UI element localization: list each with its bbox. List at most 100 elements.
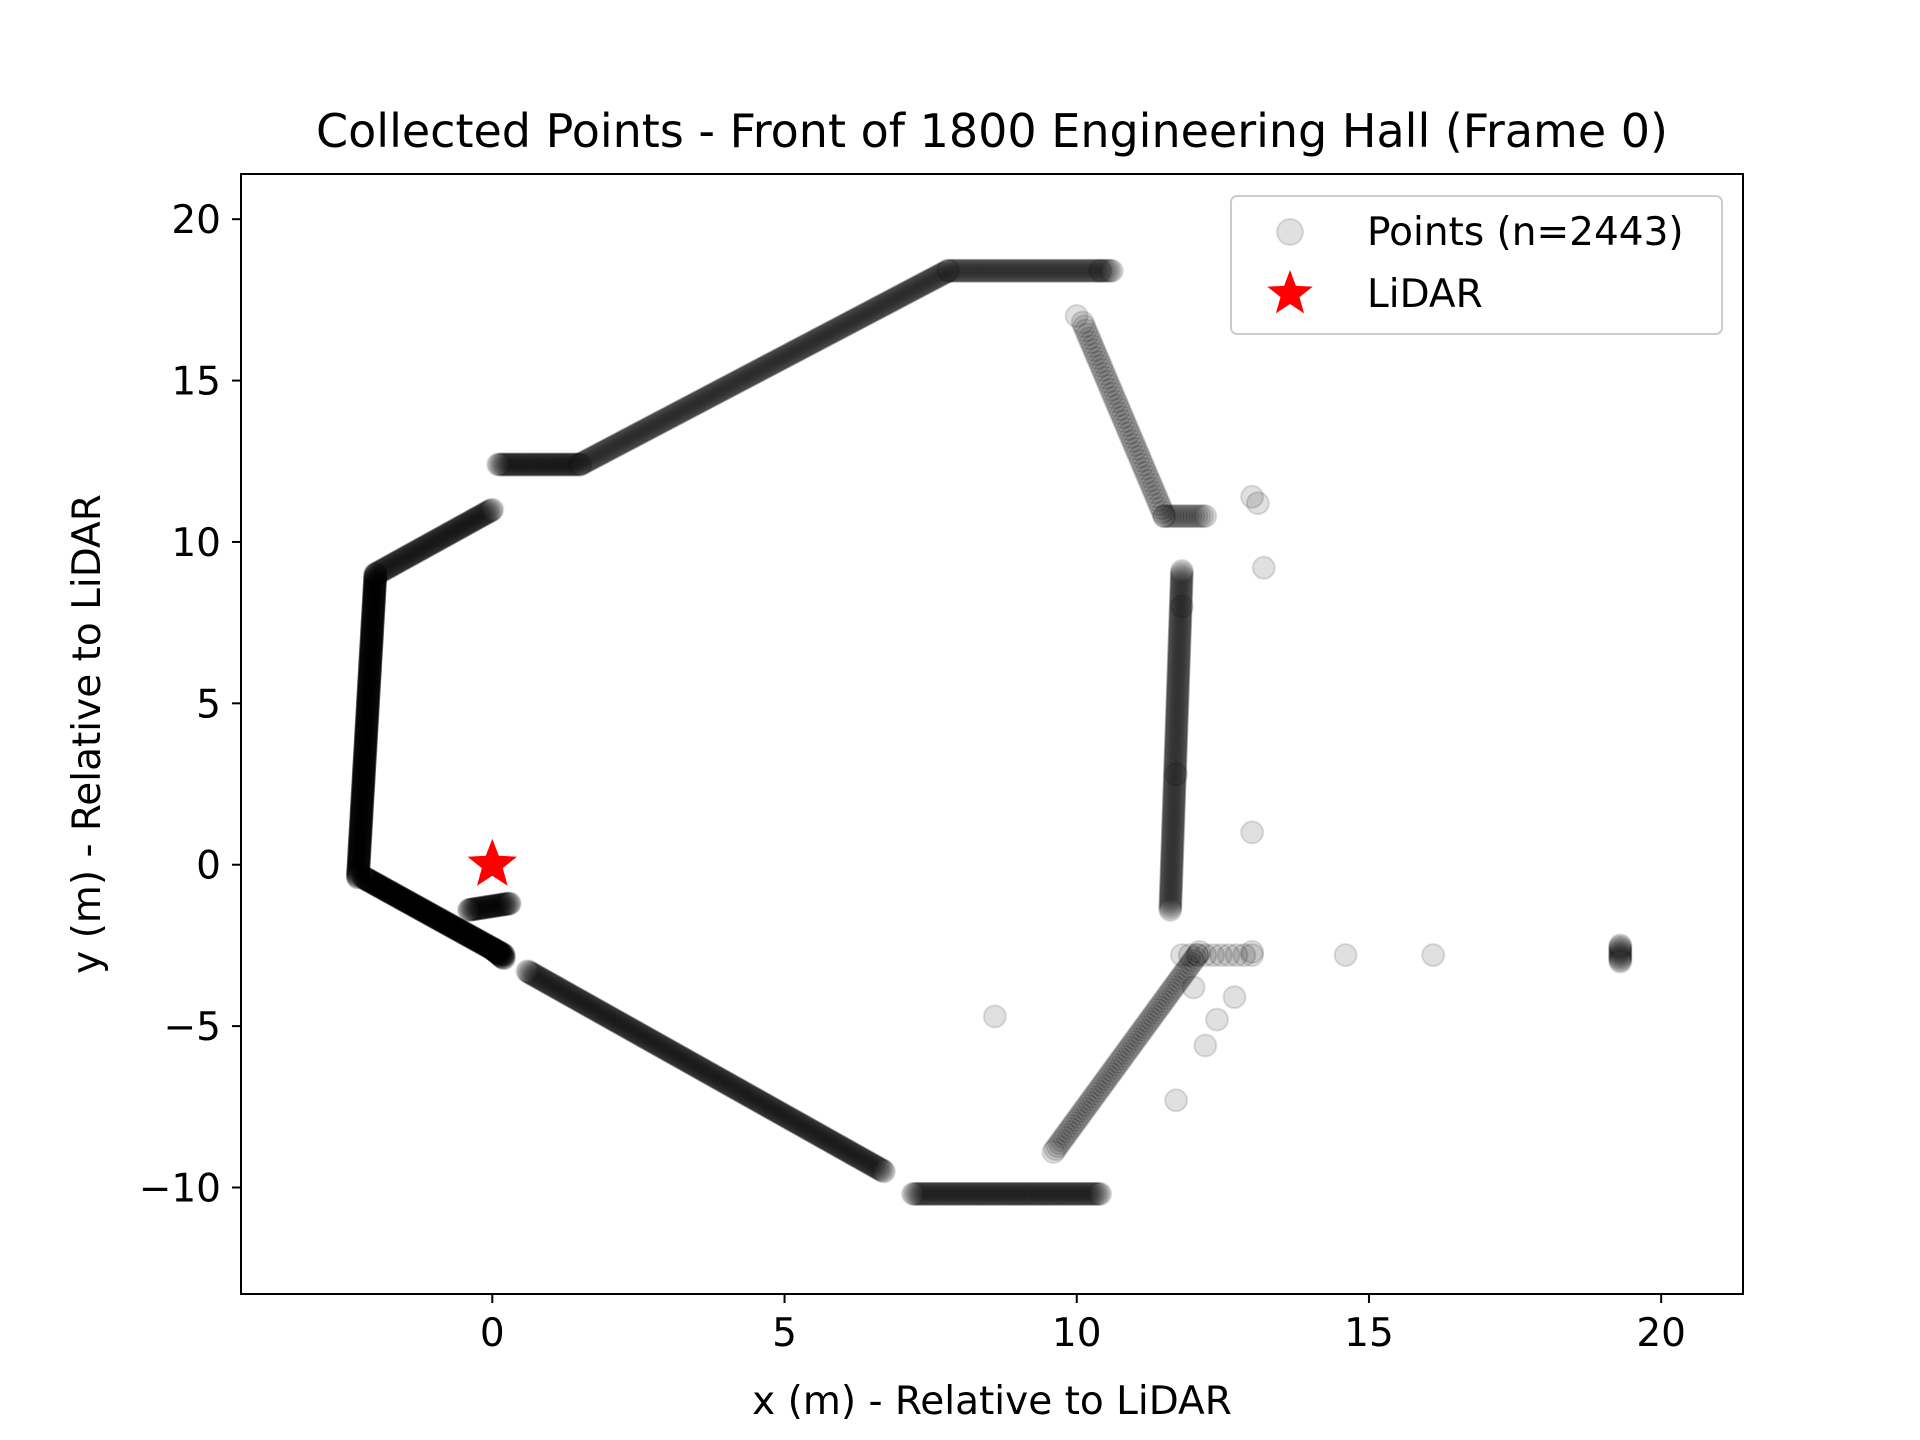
- data-point: [350, 794, 374, 819]
- data-point: [387, 885, 411, 910]
- data-point: [348, 814, 373, 839]
- data-point: [363, 563, 388, 588]
- data-point: [479, 936, 504, 960]
- data-point: [495, 452, 520, 477]
- data-point: [708, 378, 733, 403]
- data-point: [365, 873, 390, 898]
- data-point: [492, 452, 517, 477]
- data-point: [354, 720, 379, 745]
- data-point: [446, 516, 471, 541]
- data-point: [357, 665, 382, 690]
- data-point: [763, 1098, 788, 1123]
- data-point: [952, 258, 977, 283]
- data-point: [447, 918, 472, 943]
- data-point: [635, 1026, 660, 1051]
- data-point: [461, 897, 486, 922]
- data-point: [1608, 949, 1633, 974]
- data-point: [1071, 1181, 1095, 1206]
- data-point: [866, 1156, 891, 1181]
- data-point: [908, 1181, 932, 1206]
- data-point: [379, 553, 404, 578]
- data-point: [462, 926, 487, 951]
- data-point: [761, 350, 786, 375]
- data-point: [906, 274, 931, 299]
- data-point: [855, 1150, 880, 1175]
- data-point: [546, 452, 571, 477]
- data-point: [355, 706, 380, 731]
- data-point: [938, 1181, 963, 1206]
- data-point: [354, 709, 379, 734]
- data-point: [669, 1045, 694, 1070]
- data-point: [675, 396, 700, 420]
- data-point: [472, 502, 497, 526]
- data-point: [486, 452, 511, 477]
- data-point: [856, 1150, 881, 1175]
- data-point: [401, 541, 426, 566]
- data-point: [362, 871, 386, 896]
- data-point: [561, 452, 586, 477]
- data-point: [1240, 939, 1265, 964]
- data-point: [629, 1023, 654, 1048]
- data-point: [441, 915, 466, 940]
- data-point: [886, 284, 911, 309]
- data-point: [440, 914, 465, 939]
- data-point: [464, 927, 489, 952]
- data-point: [748, 1089, 772, 1114]
- data-point: [655, 1038, 680, 1062]
- data-point: [1100, 381, 1125, 406]
- data-point: [594, 438, 619, 463]
- data-point: [727, 1078, 752, 1103]
- data-point: [923, 265, 948, 290]
- data-point: [463, 896, 488, 921]
- data-point: [511, 452, 536, 477]
- data-point: [361, 592, 386, 617]
- data-point: [484, 940, 509, 965]
- data-point: [763, 349, 788, 374]
- data-point: [865, 1155, 889, 1180]
- data-point: [883, 286, 908, 311]
- data-point: [396, 544, 421, 569]
- data-point: [492, 943, 516, 968]
- data-point: [510, 452, 535, 477]
- data-point: [436, 912, 461, 937]
- data-point: [842, 307, 867, 332]
- data-point: [351, 767, 376, 792]
- data-point: [948, 258, 973, 283]
- data-point: [985, 258, 1010, 283]
- data-point: [348, 823, 373, 848]
- data-point: [1021, 1181, 1046, 1206]
- data-point: [463, 507, 488, 532]
- data-point: [348, 820, 373, 845]
- data-point: [443, 916, 468, 941]
- data-point: [351, 775, 376, 800]
- data-point: [878, 289, 902, 314]
- data-point: [772, 345, 797, 369]
- data-point: [345, 864, 370, 889]
- data-point: [1069, 1181, 1094, 1206]
- data-point: [749, 1090, 774, 1115]
- data-point: [355, 708, 379, 733]
- data-point: [1000, 1181, 1025, 1206]
- data-point: [348, 824, 373, 849]
- data-point: [863, 1154, 888, 1179]
- data-point: [348, 818, 373, 843]
- data-point: [358, 645, 383, 670]
- data-point: [796, 1116, 821, 1141]
- data-point: [537, 971, 562, 996]
- data-point: [396, 890, 421, 915]
- data-point: [359, 628, 384, 653]
- data-point: [624, 1020, 649, 1045]
- data-point: [1066, 258, 1091, 283]
- data-point: [521, 452, 545, 477]
- data-point: [404, 539, 429, 564]
- data-point: [358, 647, 383, 672]
- data-point: [485, 939, 510, 964]
- data-point: [352, 756, 377, 781]
- data-point: [935, 1181, 960, 1206]
- data-point: [475, 894, 500, 919]
- data-point: [474, 933, 499, 958]
- data-point: [427, 526, 452, 551]
- data-point: [362, 585, 387, 610]
- data-point: [832, 1136, 856, 1161]
- data-point: [348, 821, 373, 846]
